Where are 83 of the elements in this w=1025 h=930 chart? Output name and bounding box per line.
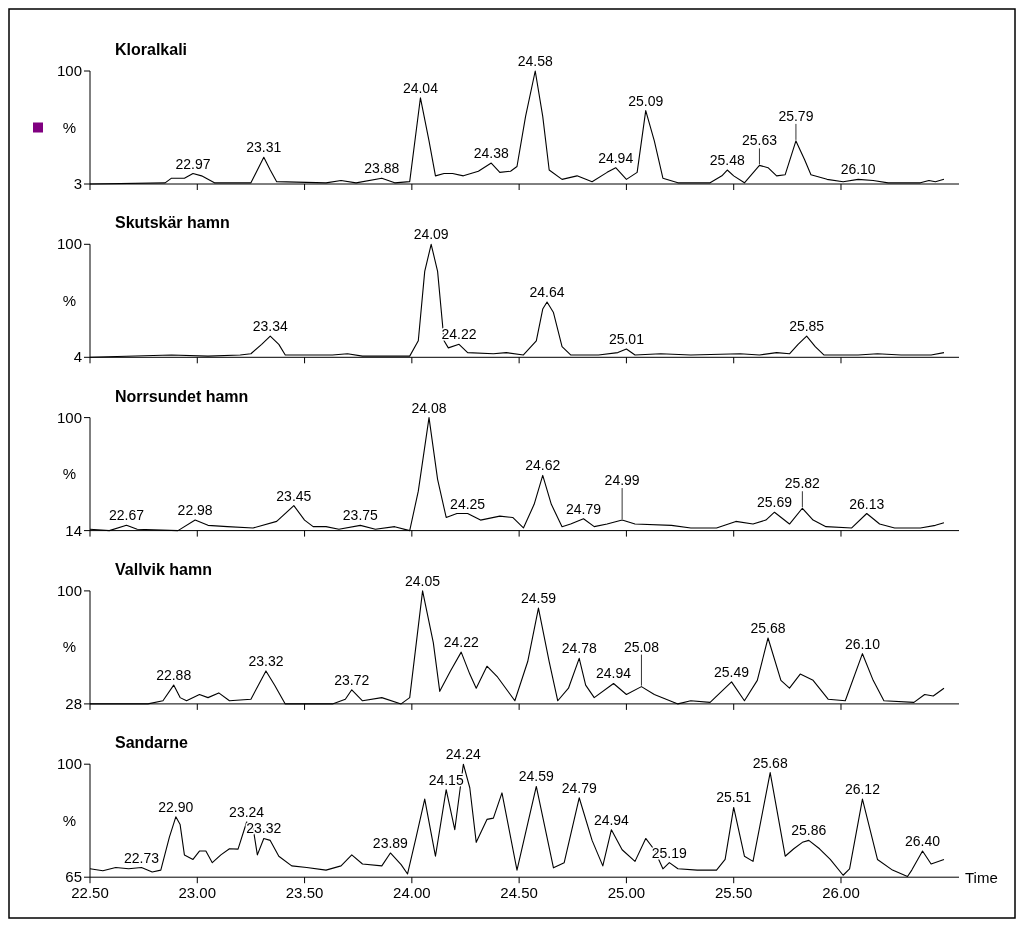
annotation: 25.48 [709, 152, 745, 169]
annotation: 24.78 [561, 640, 597, 657]
annotation: 25.82 [784, 475, 821, 492]
annotation: 23.31 [246, 139, 282, 156]
annotation: 24.22 [443, 634, 479, 651]
y-tick-label: 100 [56, 755, 82, 773]
annotation: 25.68 [750, 619, 786, 636]
annotation: 25.69 [756, 494, 793, 511]
annotation: 23.32 [248, 652, 284, 669]
annotation: 22.90 [158, 798, 194, 815]
chart-title: Vallvik hamn [115, 560, 212, 578]
annotation: 23.24 [229, 803, 265, 820]
annotation: 23.34 [252, 318, 288, 335]
annotation: 24.04 [402, 79, 439, 96]
y-axis-title: % [62, 465, 76, 483]
x-tick-label: 22.50 [71, 884, 109, 902]
annotation: 23.89 [372, 834, 409, 851]
annotation: 24.79 [565, 500, 602, 517]
x-tick-label: 25.00 [607, 884, 646, 902]
annotation: 26.40 [905, 833, 941, 850]
annotation: 23.75 [342, 507, 379, 524]
annotation: 22.98 [177, 502, 213, 519]
y-tick-label: 100 [56, 62, 82, 79]
annotation: 24.64 [529, 283, 565, 300]
y-axis-title: % [62, 638, 76, 656]
annotation: 24.94 [596, 665, 632, 682]
x-tick-label: 24.00 [393, 884, 431, 902]
annotation: 25.68 [752, 754, 788, 771]
annotation: 25.85 [789, 318, 825, 335]
annotation: 24.99 [604, 472, 640, 489]
annotation: 24.59 [518, 768, 555, 785]
annotation: 23.72 [334, 671, 370, 688]
annotation: 24.58 [517, 53, 553, 69]
x-tick-label: 24.50 [500, 884, 538, 902]
annotation: 24.05 [405, 572, 441, 589]
annotation: 26.13 [849, 495, 885, 512]
annotation: 24.08 [411, 399, 447, 416]
annotation: 25.86 [791, 822, 827, 839]
x-tick-label: 26.00 [822, 884, 860, 902]
annotation: 26.12 [844, 781, 881, 798]
y-tick-label: 4 [73, 348, 82, 366]
y-tick-label: 100 [56, 408, 82, 426]
annotation: 24.24 [445, 746, 482, 763]
chart-title: Kloralkali [115, 41, 188, 58]
y-axis-title: % [62, 811, 76, 829]
annotation: 24.25 [450, 495, 486, 512]
annotation: 24.79 [561, 779, 597, 796]
annotation: 25.79 [778, 107, 814, 124]
chart-title: Norrsundet hamn [115, 387, 249, 405]
annotation: 22.88 [156, 667, 192, 684]
y-tick-label: 28 [65, 694, 82, 712]
x-axis-title: Time [965, 869, 998, 887]
y-axis-title: % [62, 118, 76, 136]
annotation: 24.59 [520, 590, 557, 607]
x-tick-label: 23.00 [178, 884, 217, 902]
y-tick-label: 14 [65, 521, 82, 539]
annotation: 25.09 [628, 92, 664, 109]
annotation: 24.09 [413, 226, 449, 243]
annotation: 23.88 [364, 160, 400, 177]
chart-title: Sandarne [115, 734, 189, 752]
y-tick-label: 65 [65, 868, 82, 886]
x-tick-label: 25.50 [714, 884, 753, 902]
annotation: 25.01 [608, 331, 645, 348]
annotation: 24.38 [473, 145, 509, 162]
annotation: 22.73 [123, 849, 160, 866]
annotation: 22.97 [175, 155, 211, 172]
annotation: 25.08 [623, 638, 660, 655]
annotation: 24.62 [525, 457, 561, 474]
chart-title: Skutskär hamn [115, 214, 230, 232]
x-tick-label: 23.50 [285, 884, 324, 902]
y-tick-label: 100 [56, 235, 82, 253]
annotation: 26.10 [844, 635, 881, 652]
annotation: 23.45 [276, 487, 312, 504]
annotation: 24.94 [598, 149, 634, 166]
y-axis-title: % [62, 291, 76, 309]
annotation: 25.49 [714, 663, 750, 680]
annotation: 25.51 [716, 789, 752, 806]
annotation: 24.94 [593, 811, 630, 828]
annotation: 22.67 [108, 507, 145, 524]
annotation: 26.10 [840, 161, 876, 178]
y-tick-label: 100 [56, 581, 82, 599]
y-tick-label: 3 [73, 175, 82, 192]
annotation: 25.63 [741, 132, 778, 149]
